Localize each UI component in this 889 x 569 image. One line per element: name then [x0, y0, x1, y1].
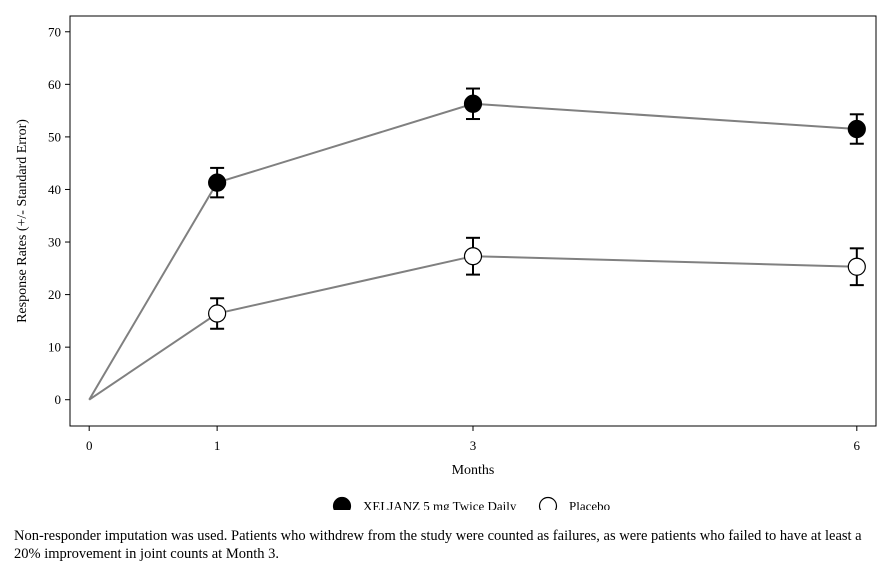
legend-marker-xeljanz: [332, 496, 352, 510]
y-tick-label: 50: [48, 129, 61, 144]
response-rate-chart: 0 10 20 30 40 50 60 70 0 1 3 6 Months Response Rat…: [15, 15, 877, 511]
y-tick-label: 0: [55, 392, 62, 407]
data-point-xeljanz: [463, 94, 483, 113]
legend-label-placebo: Placebo: [569, 499, 610, 511]
x-tick-label: 6: [854, 438, 861, 453]
y-axis-ticks: 0 10 20 30 40 50 60 70: [48, 24, 70, 407]
y-tick-label: 70: [48, 24, 61, 39]
y-tick-label: 10: [48, 340, 61, 355]
footnote: Non-responder imputation was used. Patie…: [14, 528, 862, 562]
series-line-placebo: [88, 255, 857, 401]
plot-frame: [69, 15, 877, 427]
series-layer: [88, 87, 866, 401]
y-axis-title: Response Rates (+/- Standard Error): [15, 119, 30, 323]
data-point-xeljanz: [847, 119, 866, 139]
y-tick-label: 20: [48, 287, 61, 302]
data-point-xeljanz: [208, 173, 227, 192]
legend: XELJANZ 5 mg Twice Daily Placebo: [332, 496, 610, 511]
x-tick-label: 1: [214, 438, 221, 453]
data-point-placebo: [208, 304, 227, 323]
series-line-xeljanz: [88, 102, 857, 401]
y-tick-label: 30: [48, 235, 61, 250]
legend-label-xeljanz: XELJANZ 5 mg Twice Daily: [363, 499, 517, 511]
data-point-placebo: [463, 247, 483, 266]
x-axis-title: Months: [452, 463, 495, 478]
x-tick-label: 0: [86, 438, 93, 453]
y-tick-label: 40: [48, 182, 61, 197]
data-point-placebo: [847, 257, 866, 276]
y-tick-label: 60: [48, 77, 61, 92]
x-tick-label: 3: [470, 438, 477, 453]
legend-marker-placebo: [538, 496, 558, 510]
x-axis-ticks: 0 1 3 6: [86, 426, 861, 453]
